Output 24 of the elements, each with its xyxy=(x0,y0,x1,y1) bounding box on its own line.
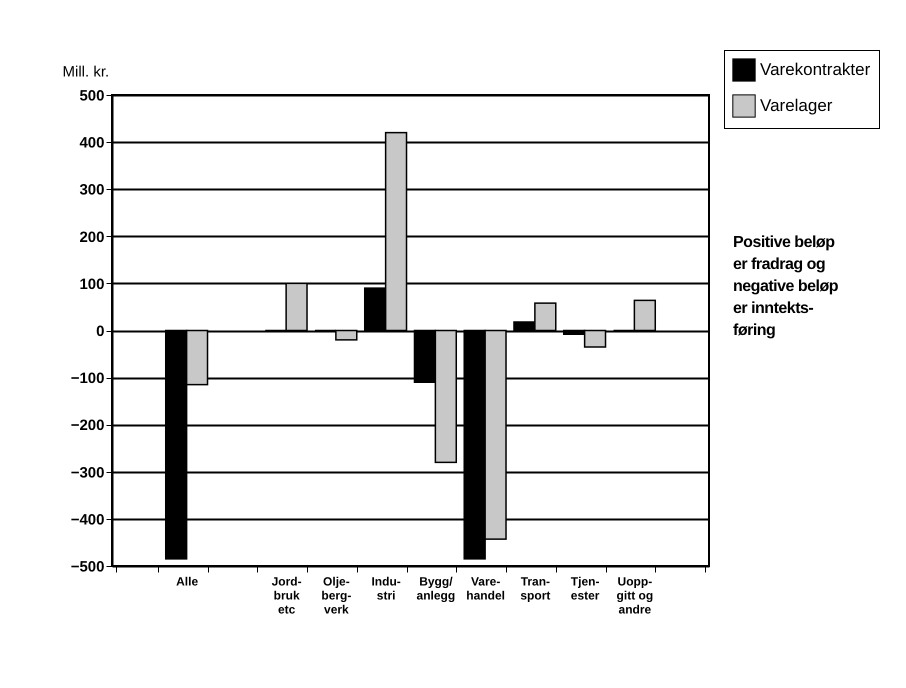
x-tick-label: Tjen- ester xyxy=(570,574,600,602)
y-tick-label: 200 xyxy=(79,228,104,246)
x-tick-label: Jord- bruk etc xyxy=(272,574,302,616)
y-tick-label: 0 xyxy=(96,323,104,340)
y-tick-label: 100 xyxy=(79,276,104,293)
y-tick-label: −300 xyxy=(70,464,104,482)
x-tick-label: Uopp- gitt og andre xyxy=(616,574,654,616)
y-tick-label: −100 xyxy=(70,370,104,388)
y-tick-label: 400 xyxy=(79,134,104,152)
legend-label: Varelager xyxy=(760,96,833,115)
x-tick-label: Tran- sport xyxy=(520,574,550,602)
y-tick-label: 500 xyxy=(79,88,104,104)
text: Positive beløp er fradrag og negative beløp er inntekts- føring xyxy=(733,233,838,341)
legend-label: Varekontrakter xyxy=(760,60,871,79)
x-tick-label: Vare- handel xyxy=(466,574,505,602)
y-tick-label: −400 xyxy=(70,511,104,528)
x-tick-label: Bygg/ anlegg xyxy=(416,574,456,602)
y-tick-label: −500 xyxy=(70,558,104,576)
y-axis-title: Mill. kr. xyxy=(62,64,110,80)
x-tick-label: Alle xyxy=(176,574,198,588)
x-tick-label: Olje- berg- verk xyxy=(321,574,352,616)
y-tick-label: 300 xyxy=(79,182,104,199)
y-tick-label: −200 xyxy=(70,417,104,434)
x-tick-label: Indu- stri xyxy=(371,574,401,602)
